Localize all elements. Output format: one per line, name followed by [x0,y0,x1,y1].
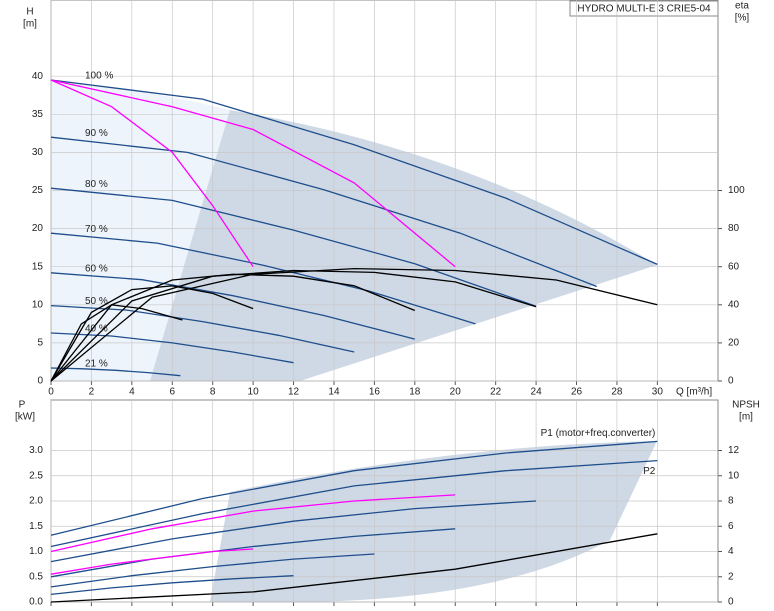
series-line [50,79,658,265]
x-tick-label: 22 [490,387,502,398]
y2-tick-label: 20 [728,338,740,349]
series-line [50,304,183,382]
series-label: 50 % [85,296,108,307]
y2-tick-label: 6 [728,521,734,532]
series-line [50,494,456,553]
series-line [50,553,375,588]
x-tick-label: 10 [248,387,260,398]
x-tick-label: 18 [409,387,421,398]
series-label: 100 % [85,71,113,82]
y-tick-label: 20 [32,223,44,234]
x-tick-label: 24 [531,387,543,398]
y-tick-label: 40 [32,71,44,82]
x-tick-label: 14 [328,387,340,398]
series-label: 40 % [85,324,108,335]
operating-area [150,110,657,381]
series-label: 80 % [85,179,108,190]
series-line [50,304,355,353]
y2-tick-label: 0 [728,376,734,387]
y-label: H [26,7,33,18]
series-line [50,232,476,325]
series-line [50,136,597,288]
y2-tick-label: 0 [728,597,734,608]
y2-tick-label: 12 [728,445,740,456]
series-line [50,267,658,382]
series-label: 21 % [85,359,108,370]
x-tick-label: 30 [652,387,664,398]
y-tick-label: 2.0 [29,496,43,507]
y-tick-label: 15 [32,261,44,272]
series-line [50,500,537,563]
y2-unit: [m] [739,412,753,423]
x-tick-label: 16 [369,387,381,398]
y-tick-label: 30 [32,147,44,158]
series-line [50,332,294,364]
y-unit: [kW] [15,412,35,423]
x-tick-label: 0 [48,387,54,398]
series-line [50,548,254,575]
x-tick-label: 2 [89,387,95,398]
y2-tick-label: 60 [728,261,740,272]
series-line [50,269,537,382]
x-tick-label: 28 [611,387,623,398]
series-line [50,575,294,596]
y2-tick-label: 100 [728,185,745,196]
series-line [50,533,658,603]
x-tick-label: 4 [129,387,135,398]
y2-tick-label: 2 [728,571,734,582]
y-tick-label: 3.0 [29,445,43,456]
y-tick-label: 5 [37,338,43,349]
y-tick-label: 2.5 [29,470,43,481]
series-line [50,367,181,377]
x-tick-label: 8 [210,387,216,398]
series-line [50,79,456,268]
y2-tick-label: 4 [728,546,734,557]
x-tick-label: 12 [288,387,300,398]
y-tick-label: 0.5 [29,571,43,582]
x-label: Q [m³/h] [676,387,712,398]
y-label: P [19,400,26,411]
y2-tick-label: 80 [728,223,740,234]
y-tick-label: 35 [32,109,44,120]
y2-tick-label: 8 [728,496,734,507]
series-label: 60 % [85,263,108,274]
series-line [50,528,456,578]
series-line [50,187,537,307]
y2-label: eta [735,1,749,12]
operating-area [210,441,657,602]
series-line [50,459,658,548]
y2-tick-label: 10 [728,470,740,481]
series-line [50,272,415,340]
series-line [50,440,658,536]
x-tick-label: 6 [169,387,175,398]
series-line [50,285,254,382]
y2-tick-label: 40 [728,299,740,310]
title-box [569,0,719,17]
chart-title: HYDRO MULTI-E 3 CRIE5-04 [577,4,711,15]
y2-unit: [%] [735,13,750,24]
y-tick-label: 10 [32,299,44,310]
y-tick-label: 1.5 [29,521,43,532]
y-tick-label: 25 [32,185,44,196]
series-label: P2 [643,466,656,477]
y2-label: NPSH [732,400,760,411]
y-tick-label: 0.0 [29,597,43,608]
y-tick-label: 1.0 [29,546,43,557]
y-unit: [m] [23,19,37,30]
y-tick-label: 0 [37,376,43,387]
x-tick-label: 20 [450,387,462,398]
series-line [50,79,254,268]
series-label: P1 (motor+freq.converter) [541,428,656,439]
series-label: 70 % [85,224,108,235]
series-label: 90 % [85,128,108,139]
x-tick-label: 26 [571,387,583,398]
